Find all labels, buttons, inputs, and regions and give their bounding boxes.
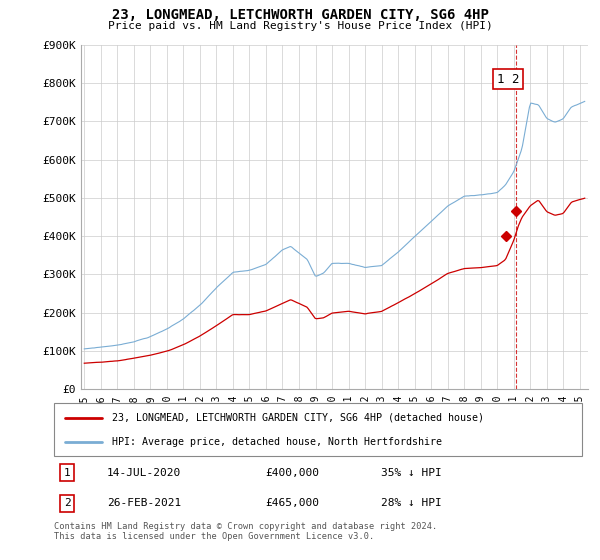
Text: 26-FEB-2021: 26-FEB-2021 xyxy=(107,498,181,508)
Text: HPI: Average price, detached house, North Hertfordshire: HPI: Average price, detached house, Nort… xyxy=(112,437,442,447)
Text: 2: 2 xyxy=(64,498,71,508)
Text: 14-JUL-2020: 14-JUL-2020 xyxy=(107,468,181,478)
Text: Price paid vs. HM Land Registry's House Price Index (HPI): Price paid vs. HM Land Registry's House … xyxy=(107,21,493,31)
FancyBboxPatch shape xyxy=(54,403,582,456)
Text: 28% ↓ HPI: 28% ↓ HPI xyxy=(382,498,442,508)
Text: 23, LONGMEAD, LETCHWORTH GARDEN CITY, SG6 4HP (detached house): 23, LONGMEAD, LETCHWORTH GARDEN CITY, SG… xyxy=(112,413,484,423)
Text: 23, LONGMEAD, LETCHWORTH GARDEN CITY, SG6 4HP: 23, LONGMEAD, LETCHWORTH GARDEN CITY, SG… xyxy=(112,8,488,22)
Text: 1: 1 xyxy=(64,468,71,478)
Text: 35% ↓ HPI: 35% ↓ HPI xyxy=(382,468,442,478)
Text: Contains HM Land Registry data © Crown copyright and database right 2024.
This d: Contains HM Land Registry data © Crown c… xyxy=(54,522,437,542)
Text: £465,000: £465,000 xyxy=(265,498,319,508)
Text: £400,000: £400,000 xyxy=(265,468,319,478)
Text: 1 2: 1 2 xyxy=(497,73,519,86)
